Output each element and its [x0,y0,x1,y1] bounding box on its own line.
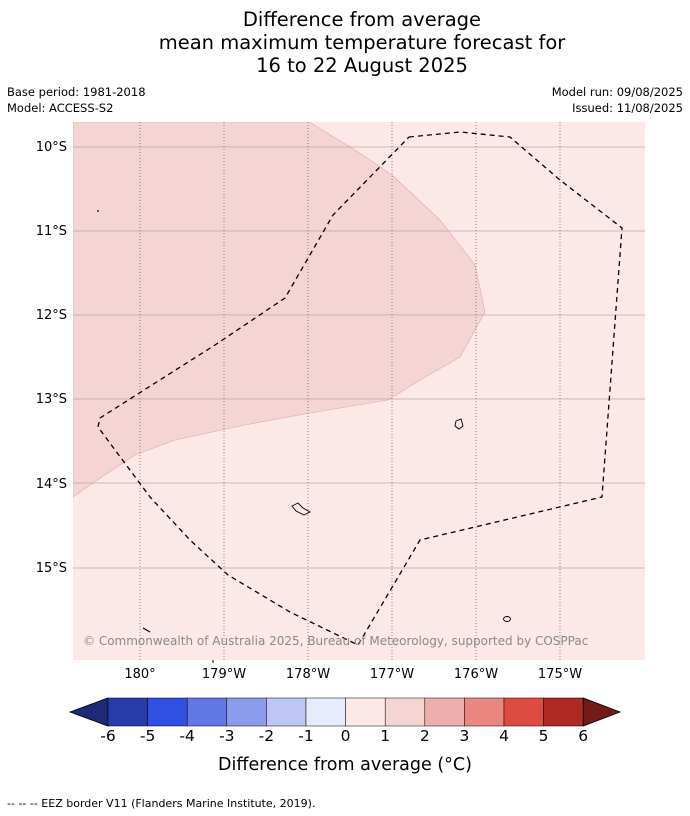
lon-label: 177°W [370,667,414,682]
lat-label: 14°S [36,477,67,492]
title-line-2: mean maximum temperature forecast for [158,31,566,54]
colorbar-tick-label: -4 [179,727,195,745]
colorbar-segment [186,697,228,727]
lat-label: 10°S [36,140,67,155]
colorbar-segment [147,697,188,727]
island-3 [503,616,511,622]
colorbar-segment [226,697,267,727]
eez-footnote: -- -- -- EEZ border V11 (Flanders Marine… [7,797,316,810]
colorbar-segment [503,697,544,727]
anomaly-region-1-to-2 [73,122,486,498]
island-5 [97,210,99,212]
lat-label: 12°S [36,308,67,323]
colorbar-segment [107,697,148,727]
colorbar-segment [424,697,465,727]
issued-text: Issued: 11/08/2025 [572,101,683,115]
colorbar-segment [464,697,505,727]
colorbar-segment [384,697,426,727]
lat-label: 11°S [36,224,67,239]
colorbar-tick-label: -1 [298,727,314,745]
colorbar-segment [305,697,346,727]
colorbar-tick-label: 1 [380,727,391,745]
colorbar-segment [543,697,584,727]
lon-label: 175°W [538,667,582,682]
colorbar-tick-label: 6 [578,727,589,745]
colorbar-segment [266,697,307,727]
lat-label: 13°S [36,392,67,407]
model-text: Model: ACCESS-S2 [7,101,114,115]
copyright-text: © Commonwealth of Australia 2025, Bureau… [83,634,588,648]
colorbar-under-extension [68,697,109,727]
colorbar-tick-label: 3 [459,727,470,745]
colorbar-over-extension [582,697,622,727]
colorbar-tick-label: 2 [419,727,430,745]
eez-border [97,131,623,646]
colorbar-tick-label: -2 [258,727,275,745]
colorbar [68,697,622,727]
lon-label: 180° [124,667,155,682]
colorbar-tick-label: 0 [340,727,351,745]
colorbar-tick-label: -5 [139,727,156,745]
island-4 [142,627,151,633]
island-2 [291,502,311,516]
colorbar-tick-label: -3 [219,727,235,745]
colorbar-tick-label: 5 [538,727,549,745]
latitude-gridlines [73,146,645,569]
model-run-text: Model run: 09/08/2025 [551,85,683,99]
colorbar-tick-label: -6 [100,727,116,745]
title-line-1: Difference from average [242,8,482,31]
lat-label: 15°S [36,561,67,576]
colorbar-title: Difference from average (°C) [218,755,472,775]
title-line-3: 16 to 22 August 2025 [256,54,468,77]
lon-label: 178°W [286,667,330,682]
lon-label: 176°W [454,667,498,682]
longitude-labels: 180° 179°W 178°W 177°W 176°W 175°W [124,667,582,682]
island-1 [454,418,464,430]
base-period-text: Base period: 1981-2018 [7,85,146,99]
lon-label: 179°W [202,667,246,682]
colorbar-segment [345,697,386,727]
latitude-labels: 10°S 11°S 12°S 13°S 14°S 15°S [36,140,67,576]
colorbar-tick-label: 4 [499,727,509,745]
